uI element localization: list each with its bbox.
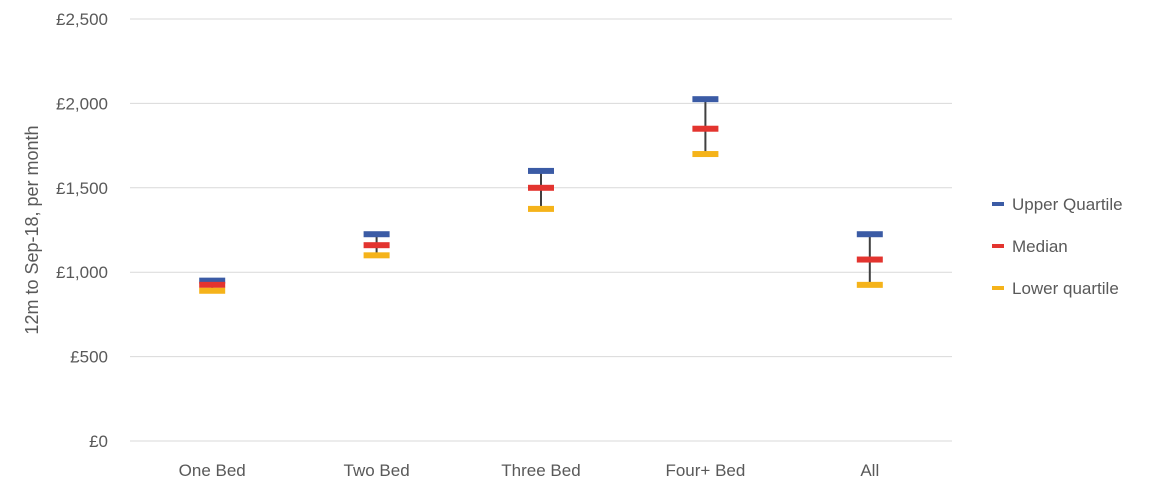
legend-label: Lower quartile [1012,279,1119,298]
x-tick-label: Three Bed [501,461,580,480]
marker-lower-quartile [528,205,554,212]
marker-median [856,256,883,263]
x-tick-label: All [860,461,879,480]
gridlines [130,18,952,442]
y-tick-label: £0 [89,432,108,451]
legend-label: Upper Quartile [1012,195,1123,214]
x-tick-label: One Bed [179,461,246,480]
legend-swatch [992,202,1004,206]
series-markers [199,96,883,294]
x-tick-label: Two Bed [344,461,410,480]
marker-upper-quartile [199,277,226,284]
marker-lower-quartile [363,252,390,259]
marker-median [692,125,719,132]
y-tick-label: £2,000 [56,94,108,113]
legend-swatch [992,244,1004,248]
y-tick-label: £2,500 [56,10,108,29]
marker-median [528,184,554,191]
x-tick-label: Four+ Bed [665,461,745,480]
marker-upper-quartile [692,96,719,103]
legend-swatch [992,286,1004,290]
marker-upper-quartile [363,231,390,238]
marker-median [199,281,226,288]
marker-lower-quartile [856,281,883,288]
y-tick-label: £500 [70,348,108,367]
marker-upper-quartile [528,167,554,174]
y-tick-label: £1,000 [56,263,108,282]
legend-label: Median [1012,237,1068,256]
high-low-lines [211,99,871,291]
x-axis-ticks: One Bed Two Bed Three Bed Four+ Bed All [179,461,880,480]
y-axis-title: 12m to Sep-18, per month [22,125,42,334]
marker-lower-quartile [199,287,226,294]
y-tick-label: £1,500 [56,179,108,198]
marker-lower-quartile [692,151,719,158]
marker-median [363,242,390,249]
y-axis-ticks: £0 £500 £1,000 £1,500 £2,000 £2,500 [56,10,108,451]
marker-upper-quartile [856,231,883,238]
legend: Upper Quartile Median Lower quartile [992,195,1123,298]
